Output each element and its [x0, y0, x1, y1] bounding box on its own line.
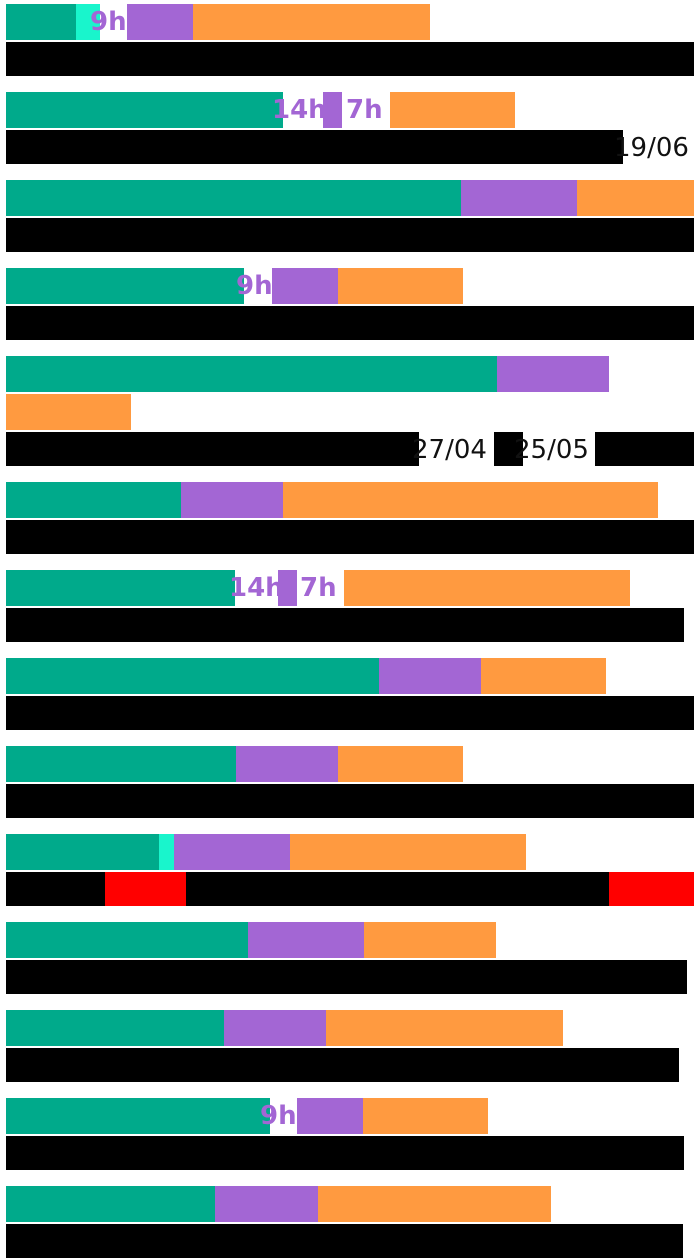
top-bar-segment-purple	[278, 570, 297, 606]
top-bar-segment-purple	[323, 92, 342, 128]
bottom-bar-segment-black	[6, 1224, 683, 1258]
top-bar-segment-teal	[6, 570, 235, 606]
bottom-bar-segment-black	[6, 608, 684, 642]
duration-label: 9h	[90, 7, 127, 37]
bottom-bar-segment-black	[6, 1136, 684, 1170]
top-bar-segment-purple	[236, 746, 338, 782]
top-bar-segment-orange	[481, 658, 606, 694]
top-bar-segment-white	[297, 570, 344, 606]
top-bar-segment-purple	[272, 268, 338, 304]
top-bar-segment-aqua	[159, 834, 174, 870]
top-bar-segment-purple	[224, 1010, 326, 1046]
top-bar-segment-orange	[338, 268, 463, 304]
bottom-bar-segment-black	[6, 960, 687, 994]
top-bar-segment-teal	[6, 356, 497, 392]
top-bar-segment-orange	[363, 1098, 488, 1134]
top-bar-segment-purple	[497, 356, 609, 392]
top-bar-segment-orange	[338, 746, 463, 782]
top-bar-segment-orange	[283, 482, 658, 518]
top-bar-segment-purple	[127, 4, 193, 40]
bottom-bar-segment-black	[6, 130, 623, 164]
bottom-bar-segment-red	[105, 872, 186, 906]
bottom-bar-segment-black	[6, 872, 105, 906]
top-bar-segment-purple	[174, 834, 290, 870]
bottom-bar-segment-black	[186, 872, 609, 906]
top-bar-segment-orange	[364, 922, 496, 958]
top-bar-segment-white	[342, 92, 390, 128]
duration-label: 14h	[272, 95, 327, 125]
top-bar-segment-white	[270, 1098, 297, 1134]
top-bar-segment-teal	[6, 922, 248, 958]
duration-label: 7h	[300, 573, 337, 603]
top-bar-segment-orange	[290, 834, 526, 870]
bottom-bar-segment-white	[523, 432, 595, 466]
bottom-bar-segment-white	[419, 432, 494, 466]
top-bar-segment-purple	[215, 1186, 318, 1222]
bottom-bar-segment-red	[609, 872, 694, 906]
date-label: 25/05	[514, 435, 589, 465]
top-bar-segment-purple	[181, 482, 283, 518]
top-bar-segment-purple	[379, 658, 481, 694]
duration-label: 9h	[236, 271, 273, 301]
top-bar-segment-purple	[461, 180, 577, 216]
top-bar-segment-aqua	[76, 4, 100, 40]
bottom-bar-segment-black	[6, 784, 694, 818]
bottom-bar-segment-black	[6, 218, 694, 252]
top-bar-segment-orange	[318, 1186, 551, 1222]
bottom-bar-segment-black	[6, 306, 694, 340]
top-bar-segment-teal	[6, 92, 283, 128]
bottom-bar-segment-black	[6, 696, 694, 730]
date-label: 27/04	[412, 435, 487, 465]
top-bar-segment-orange	[390, 92, 515, 128]
bottom-bar-segment-black	[6, 520, 694, 554]
top-bar-segment-teal	[6, 4, 76, 40]
top-bar-segment-teal	[6, 180, 461, 216]
top-bar-segment-white	[100, 4, 127, 40]
bottom-bar-segment-black	[6, 42, 694, 76]
duration-label: 14h	[229, 573, 284, 603]
duration-label: 9h	[260, 1101, 297, 1131]
bottom-bar-segment-black	[494, 432, 523, 466]
middle-bar-segment-orange	[6, 394, 131, 430]
date-label: 19/06	[614, 133, 689, 163]
bottom-bar-segment-black	[6, 432, 419, 466]
top-bar-segment-purple	[297, 1098, 363, 1134]
top-bar-segment-white	[235, 570, 278, 606]
top-bar-segment-orange	[193, 4, 430, 40]
top-bar-segment-teal	[6, 1186, 215, 1222]
top-bar-segment-teal	[6, 482, 181, 518]
top-bar-segment-teal	[6, 746, 236, 782]
bottom-bar-segment-black	[6, 1048, 679, 1082]
top-bar-segment-orange	[326, 1010, 563, 1046]
top-bar-segment-white	[244, 268, 272, 304]
top-bar-segment-teal	[6, 658, 379, 694]
top-bar-segment-white	[283, 92, 323, 128]
duration-label: 7h	[346, 95, 383, 125]
top-bar-segment-teal	[6, 1098, 270, 1134]
top-bar-segment-teal	[6, 268, 244, 304]
bottom-bar-segment-black	[595, 432, 694, 466]
top-bar-segment-orange	[344, 570, 630, 606]
top-bar-segment-orange	[577, 180, 694, 216]
top-bar-segment-teal	[6, 834, 159, 870]
top-bar-segment-teal	[6, 1010, 224, 1046]
top-bar-segment-purple	[248, 922, 364, 958]
